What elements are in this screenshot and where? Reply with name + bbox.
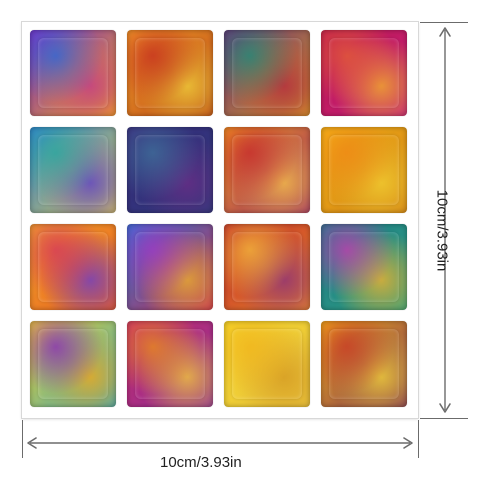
mosaic-tile-sticker bbox=[22, 22, 418, 418]
mosaic-tile-r2-c4 bbox=[321, 127, 407, 213]
mosaic-tile-r2-c2 bbox=[127, 127, 213, 213]
mosaic-tile-r4-c2 bbox=[127, 321, 213, 407]
mosaic-tile-r4-c3 bbox=[224, 321, 310, 407]
mosaic-tile-r3-c2 bbox=[127, 224, 213, 310]
mosaic-tile-r3-c3 bbox=[224, 224, 310, 310]
height-label: 10cm/3.93in bbox=[433, 189, 451, 272]
width-arrow bbox=[27, 437, 413, 449]
mosaic-tile-r2-c1 bbox=[30, 127, 116, 213]
height-top-tick bbox=[420, 22, 468, 23]
mosaic-tile-r3-c4 bbox=[321, 224, 407, 310]
mosaic-tile-r1-c3 bbox=[224, 30, 310, 116]
height-bottom-tick bbox=[420, 418, 468, 419]
width-label: 10cm/3.93in bbox=[160, 454, 242, 471]
mosaic-tile-r2-c3 bbox=[224, 127, 310, 213]
mosaic-tile-r1-c2 bbox=[127, 30, 213, 116]
mosaic-tile-r4-c1 bbox=[30, 321, 116, 407]
height-arrow bbox=[439, 27, 451, 413]
mosaic-tile-r1-c4 bbox=[321, 30, 407, 116]
mosaic-tile-r1-c1 bbox=[30, 30, 116, 116]
mosaic-tile-r4-c4 bbox=[321, 321, 407, 407]
width-right-tick bbox=[418, 420, 419, 458]
mosaic-tile-r3-c1 bbox=[30, 224, 116, 310]
width-left-tick bbox=[22, 420, 23, 458]
